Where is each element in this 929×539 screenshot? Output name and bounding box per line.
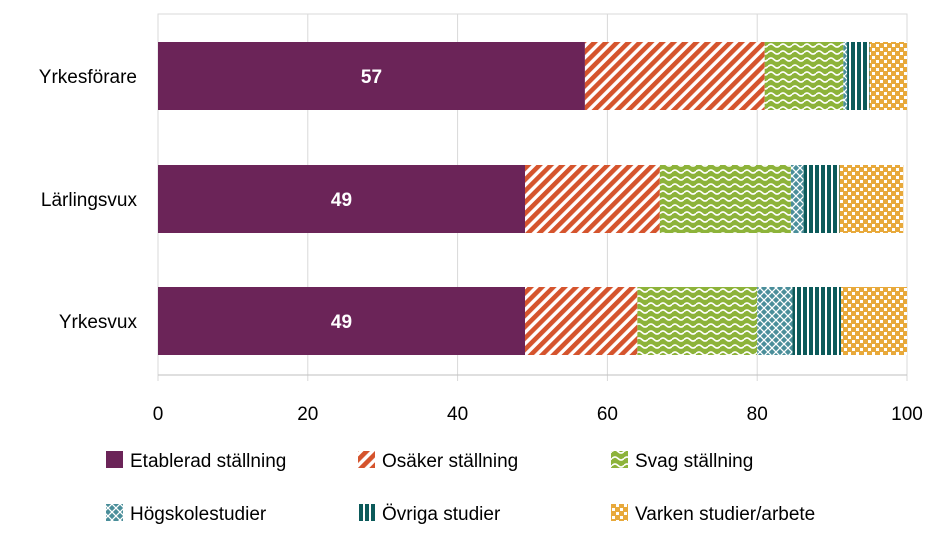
- bar-larlingsvux-varken-studier-arbete: [839, 165, 904, 233]
- legend-swatch-etablerad-stallning: [106, 451, 123, 468]
- category-label: Yrkesvux: [59, 312, 138, 333]
- bar-yrkesvux-osaker-stallning: [525, 287, 638, 355]
- bars: [158, 42, 907, 355]
- x-tick-labels: 0 20 40 60 80 100: [153, 404, 923, 425]
- legend-swatch-hogskolestudier: [106, 504, 123, 521]
- legend: Etablerad ställning Osäker ställning Svag …: [106, 451, 815, 525]
- bar-larlingsvux-ovriga-studier: [803, 165, 840, 233]
- legend-label: Etablerad ställning: [130, 451, 286, 472]
- legend-swatch-ovriga-studier: [358, 504, 375, 521]
- bar-yrkesforare-hogskolestudier: [843, 42, 848, 110]
- legend-label: Osäker ställning: [382, 451, 518, 472]
- x-tick-label: 40: [447, 404, 468, 425]
- bar-yrkesvux-varken-studier-arbete: [841, 287, 907, 355]
- category-labels: Yrkesförare Lärlingsvux Yrkesvux: [39, 67, 138, 333]
- bar-yrkesvux-svag-stallning: [637, 287, 758, 355]
- bar-yrkesvux-etablerad-stallning: [158, 287, 526, 355]
- data-label: 49: [331, 312, 352, 333]
- bar-larlingsvux-svag-stallning: [659, 165, 791, 233]
- category-label: Yrkesförare: [39, 67, 137, 88]
- x-tick-label: 20: [297, 404, 318, 425]
- bar-yrkesvux-hogskolestudier: [757, 287, 793, 355]
- legend-label: Övriga studier: [382, 504, 501, 525]
- x-tick-label: 0: [153, 404, 164, 425]
- data-labels: 57 49 49: [331, 67, 382, 333]
- bar-larlingsvux-osaker-stallning: [525, 165, 660, 233]
- legend-label: Svag ställning: [635, 451, 753, 472]
- x-tick-label: 80: [747, 404, 768, 425]
- category-label: Lärlingsvux: [41, 190, 138, 211]
- legend-swatch-varken-studier-arbete: [611, 504, 628, 521]
- data-label: 49: [331, 190, 352, 211]
- bar-yrkesvux-ovriga-studier: [792, 287, 842, 355]
- legend-label: Varken studier/arbete: [635, 504, 815, 525]
- bar-yrkesforare-etablerad-stallning: [158, 42, 585, 110]
- legend-swatch-svag-stallning: [611, 451, 628, 468]
- data-label: 57: [361, 67, 382, 88]
- legend-swatch-osaker-stallning: [358, 451, 375, 468]
- bar-larlingsvux-hogskolestudier: [790, 165, 804, 233]
- legend-label: Högskolestudier: [130, 504, 267, 525]
- x-tick-label: 100: [891, 404, 923, 425]
- x-tick-label: 60: [597, 404, 618, 425]
- bar-larlingsvux-etablerad-stallning: [158, 165, 526, 233]
- bar-yrkesforare-osaker-stallning: [584, 42, 765, 110]
- bar-yrkesforare-ovriga-studier: [847, 42, 870, 110]
- bar-yrkesforare-svag-stallning: [764, 42, 844, 110]
- bar-yrkesforare-varken-studier-arbete: [869, 42, 907, 110]
